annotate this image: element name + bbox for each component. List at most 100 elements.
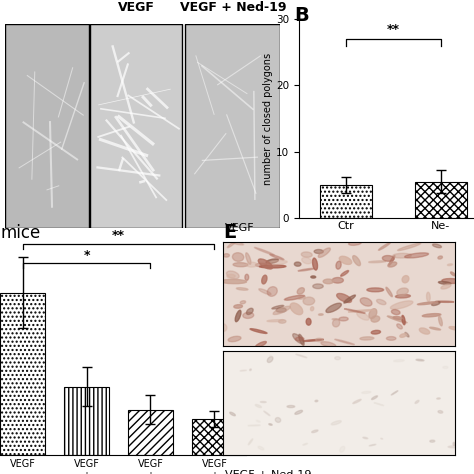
Ellipse shape [438,316,442,326]
Ellipse shape [255,404,262,408]
Bar [415,182,467,218]
Ellipse shape [430,440,435,442]
Ellipse shape [432,301,440,306]
Ellipse shape [397,288,408,295]
Ellipse shape [386,287,392,297]
Ellipse shape [362,392,371,393]
Ellipse shape [233,263,248,267]
Ellipse shape [360,298,372,306]
Ellipse shape [383,255,394,261]
Y-axis label: number of closed polygons: number of closed polygons [263,53,273,184]
Ellipse shape [418,302,438,305]
Ellipse shape [422,314,441,317]
Ellipse shape [272,305,284,309]
Text: *: * [83,249,90,262]
Ellipse shape [405,253,428,258]
Bar [320,185,372,218]
Ellipse shape [273,306,290,315]
Ellipse shape [360,337,374,340]
Ellipse shape [303,297,315,305]
Ellipse shape [293,334,303,344]
Ellipse shape [295,337,304,341]
Ellipse shape [243,312,254,319]
Ellipse shape [332,277,343,283]
Ellipse shape [267,287,277,296]
Ellipse shape [443,366,448,368]
Ellipse shape [315,400,318,402]
Ellipse shape [402,315,405,325]
Ellipse shape [321,342,336,347]
Ellipse shape [340,447,345,452]
Ellipse shape [259,265,286,268]
Bar [192,419,237,455]
Ellipse shape [259,289,271,295]
Ellipse shape [240,370,246,371]
Ellipse shape [394,360,404,362]
Ellipse shape [250,328,267,333]
Ellipse shape [298,296,305,299]
Ellipse shape [379,243,391,250]
Ellipse shape [339,317,348,321]
Ellipse shape [323,279,334,284]
Ellipse shape [376,300,386,305]
Ellipse shape [255,341,266,347]
Ellipse shape [381,438,383,439]
Ellipse shape [264,411,270,416]
Ellipse shape [287,405,295,408]
Ellipse shape [246,262,257,267]
Ellipse shape [442,279,461,283]
Ellipse shape [389,255,395,265]
Ellipse shape [269,424,272,425]
Ellipse shape [348,310,375,312]
Ellipse shape [314,249,323,254]
Ellipse shape [438,410,443,413]
Text: **: ** [112,229,125,242]
Ellipse shape [337,293,352,302]
Ellipse shape [392,253,411,258]
Ellipse shape [312,430,318,433]
Ellipse shape [405,332,409,337]
Ellipse shape [220,279,246,283]
Ellipse shape [255,247,274,255]
Ellipse shape [392,310,400,315]
Ellipse shape [248,439,253,445]
Ellipse shape [388,262,397,267]
Text: **: ** [387,23,400,36]
Ellipse shape [419,328,430,334]
Bar [90,24,182,228]
Ellipse shape [228,241,236,248]
Ellipse shape [299,334,304,346]
Ellipse shape [395,294,410,298]
Ellipse shape [391,301,413,309]
Ellipse shape [344,295,356,303]
Ellipse shape [415,401,419,403]
Ellipse shape [353,255,360,266]
Ellipse shape [393,317,402,319]
Ellipse shape [279,319,286,323]
Ellipse shape [429,327,440,330]
Ellipse shape [341,271,349,276]
Ellipse shape [450,272,455,276]
Ellipse shape [319,314,323,315]
Ellipse shape [363,437,368,439]
Ellipse shape [438,282,451,284]
Ellipse shape [267,356,273,363]
Ellipse shape [240,301,246,304]
Bar [5,24,89,228]
Ellipse shape [374,402,384,406]
Ellipse shape [227,271,239,279]
Ellipse shape [441,284,451,289]
Ellipse shape [294,262,301,266]
Ellipse shape [436,301,454,302]
Ellipse shape [357,312,369,320]
Ellipse shape [453,442,455,446]
Ellipse shape [228,336,241,342]
Ellipse shape [316,338,323,342]
Ellipse shape [237,288,248,290]
Text: VEGF + Ned-19: VEGF + Ned-19 [180,0,286,14]
Ellipse shape [402,275,409,283]
Ellipse shape [369,444,376,446]
Ellipse shape [448,446,460,448]
Ellipse shape [386,337,396,340]
Bar [64,387,109,455]
